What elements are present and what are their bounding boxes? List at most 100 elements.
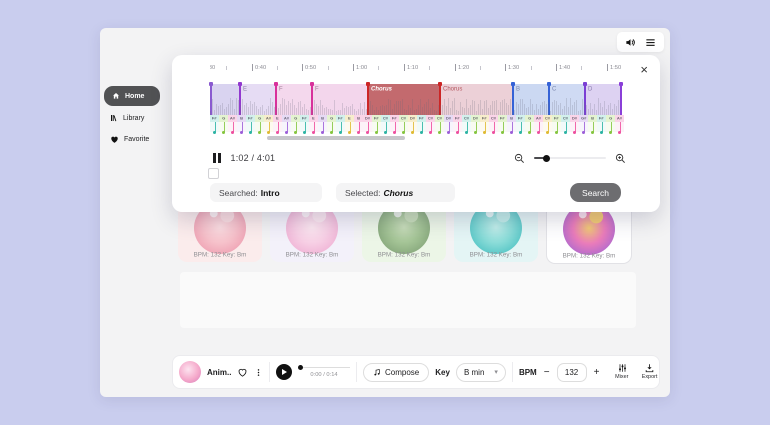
timeline-section-Chorus[interactable]: Chorus	[366, 82, 439, 115]
transport-controls: 1:02 / 4:01	[213, 150, 626, 166]
menu-icon[interactable]	[645, 37, 656, 48]
section-marker-pin[interactable]	[619, 82, 623, 115]
note-marker[interactable]: F#	[336, 115, 345, 134]
note-marker[interactable]: E	[309, 115, 318, 134]
note-marker[interactable]: C#	[489, 115, 498, 134]
timeline-scrollbar[interactable]	[267, 136, 405, 140]
note-marker[interactable]: G	[219, 115, 228, 134]
note-marker[interactable]: C#	[543, 115, 552, 134]
timeline-section-F[interactable]: F	[310, 82, 367, 115]
note-marker[interactable]: B	[237, 115, 246, 134]
note-marker[interactable]: D#	[444, 115, 453, 134]
ruler-tick: 1:50	[606, 64, 626, 73]
timeline-section-D[interactable]: D	[583, 82, 621, 115]
note-marker[interactable]: G	[327, 115, 336, 134]
note-marker[interactable]: G	[291, 115, 300, 134]
play-button[interactable]	[276, 364, 292, 380]
search-button[interactable]: Search	[570, 183, 621, 202]
timeline-section-B[interactable]: B	[511, 82, 548, 115]
section-marker-pin[interactable]	[366, 82, 370, 115]
section-marker-pin[interactable]	[438, 82, 442, 115]
sidebar-item-favorite[interactable]: Favorite	[104, 130, 174, 149]
note-marker[interactable]: F#	[372, 115, 381, 134]
bpm-value[interactable]: 132	[556, 362, 587, 382]
pause-button[interactable]	[213, 153, 221, 163]
timeline-section-Chorus[interactable]: Chorus	[438, 82, 512, 115]
note-marker[interactable]: C#	[399, 115, 408, 134]
note-marker[interactable]: G	[606, 115, 615, 134]
note-marker[interactable]: A#	[534, 115, 543, 134]
mixer-button[interactable]: Mixer	[612, 363, 632, 382]
note-marker[interactable]: F#	[597, 115, 606, 134]
note-marker[interactable]: E	[273, 115, 282, 134]
timeline-section-intro[interactable]	[209, 82, 239, 115]
note-marker[interactable]: F#	[498, 115, 507, 134]
note-marker[interactable]: C#	[435, 115, 444, 134]
note-marker[interactable]: F#	[480, 115, 489, 134]
note-marker[interactable]: D#	[471, 115, 480, 134]
section-marker-pin[interactable]	[583, 82, 587, 115]
note-marker[interactable]: F#	[390, 115, 399, 134]
section-marker-pin[interactable]	[511, 82, 515, 115]
section-marker-pin[interactable]	[238, 82, 242, 115]
note-marker[interactable]: A#	[228, 115, 237, 134]
section-marker-pin[interactable]	[547, 82, 551, 115]
track-progress[interactable]: 0:00 / 0:14	[298, 364, 350, 380]
export-button[interactable]: Export	[638, 363, 661, 382]
note-marker[interactable]: B	[354, 115, 363, 134]
note-marker[interactable]: C#	[426, 115, 435, 134]
timeline-section-F[interactable]: F	[274, 82, 311, 115]
note-marker[interactable]: A#	[615, 115, 624, 134]
sidebar-item-home[interactable]: Home	[104, 86, 160, 106]
compose-button[interactable]: Compose	[363, 362, 430, 382]
section-marker-pin[interactable]	[209, 82, 213, 115]
zoom-slider[interactable]	[534, 154, 606, 162]
note-marker[interactable]: F#	[246, 115, 255, 134]
section-marker-pin[interactable]	[274, 82, 278, 115]
favorite-icon[interactable]	[237, 367, 248, 378]
checkbox[interactable]	[208, 168, 219, 179]
note-marker[interactable]: G#	[579, 115, 588, 134]
note-marker[interactable]: G	[255, 115, 264, 134]
note-marker[interactable]: G	[525, 115, 534, 134]
bpm-decrease-button[interactable]: −	[543, 366, 550, 378]
sidebar-item-library[interactable]: Library	[104, 109, 174, 127]
searched-field[interactable]: Searched: Intro	[210, 183, 322, 202]
progress-handle[interactable]	[298, 364, 303, 370]
note-marker[interactable]: D#	[570, 115, 579, 134]
note-marker[interactable]: F#	[210, 115, 219, 134]
ruler-tick: 1:20	[454, 64, 474, 73]
timeline-section-E[interactable]: E	[238, 82, 275, 115]
note-marker[interactable]: C#	[462, 115, 471, 134]
note-marker[interactable]: F#	[552, 115, 561, 134]
track-thumbnail[interactable]	[179, 361, 201, 383]
zoom-out-icon[interactable]	[514, 153, 525, 164]
key-select[interactable]: B min ▾	[455, 362, 506, 382]
note-marker[interactable]: A#	[264, 115, 273, 134]
kebab-menu-icon[interactable]	[254, 367, 263, 378]
note-marker[interactable]: E	[345, 115, 354, 134]
zoom-slider-handle[interactable]	[543, 154, 550, 162]
note-marker[interactable]: B	[588, 115, 597, 134]
note-marker[interactable]: D#	[363, 115, 372, 134]
selected-field[interactable]: Selected: Chorus	[336, 183, 455, 202]
timeline-section-C[interactable]: C	[547, 82, 584, 115]
note-marker[interactable]: C#	[381, 115, 390, 134]
sidebar-item-label: Favorite	[124, 136, 150, 143]
bpm-label: BPM	[518, 367, 537, 377]
note-marker[interactable]: F#	[417, 115, 426, 134]
ruler-tick: 0:40	[251, 64, 271, 73]
note-marker[interactable]: F#	[453, 115, 462, 134]
note-marker[interactable]: F#	[516, 115, 525, 134]
note-marker[interactable]: C#	[561, 115, 570, 134]
note-marker[interactable]: B	[507, 115, 516, 134]
bpm-increase-button[interactable]: +	[593, 366, 600, 378]
note-marker[interactable]: B	[318, 115, 327, 134]
zoom-in-icon[interactable]	[615, 153, 626, 164]
note-marker[interactable]: A#	[282, 115, 291, 134]
note-marker[interactable]: F#	[300, 115, 309, 134]
close-icon[interactable]: ×	[640, 62, 648, 77]
note-marker[interactable]: D#	[408, 115, 417, 134]
section-marker-pin[interactable]	[310, 82, 314, 115]
volume-icon[interactable]	[625, 37, 636, 48]
